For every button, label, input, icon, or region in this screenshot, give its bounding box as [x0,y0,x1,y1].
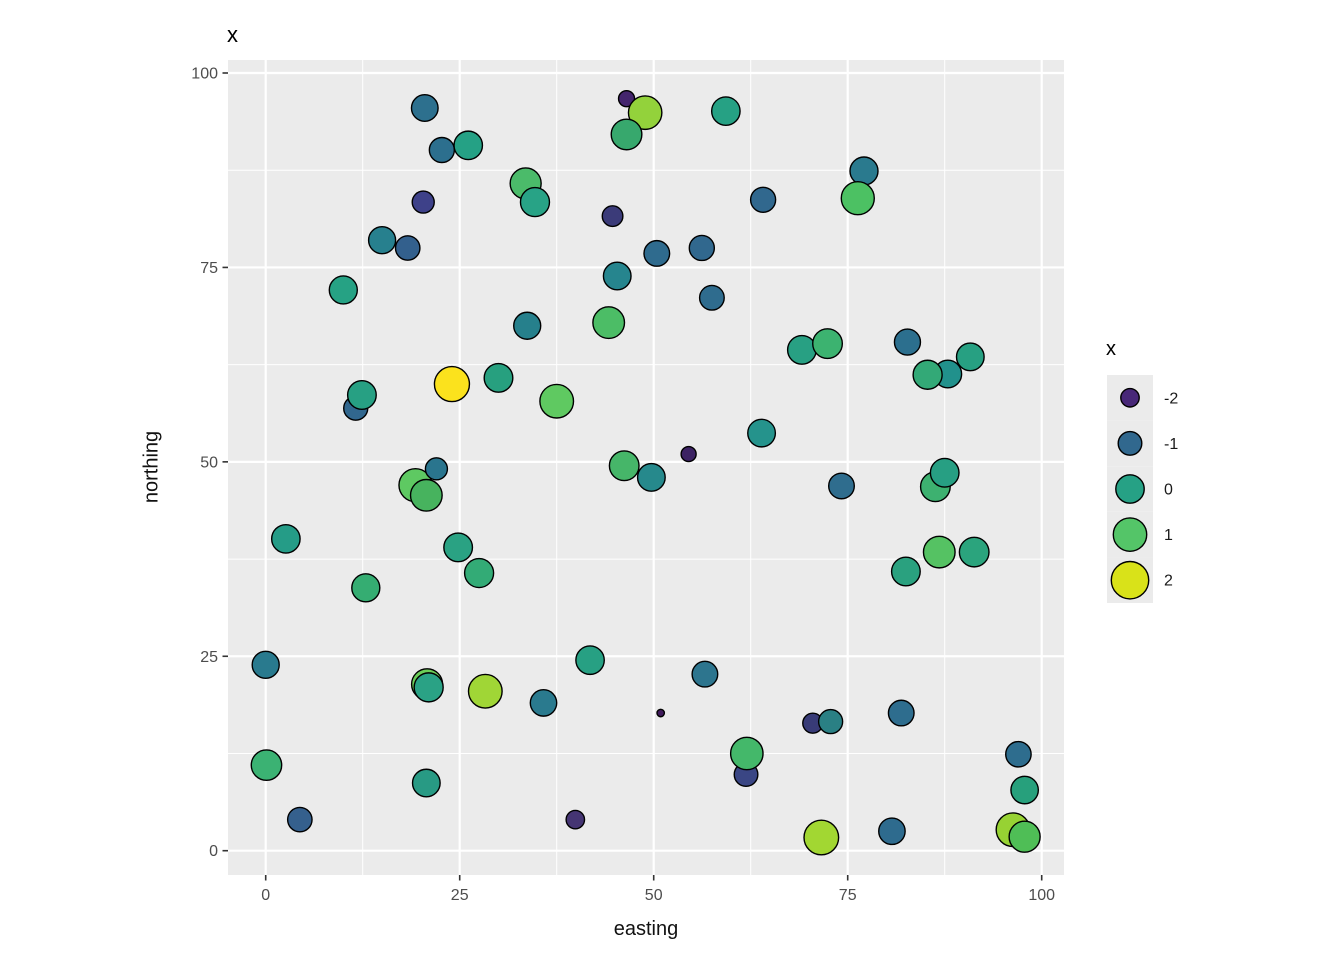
data-point [410,93,439,122]
x-tick-label: 50 [645,887,663,904]
data-point [610,118,643,151]
legend-key-label: 1 [1164,527,1173,544]
y-tick-label: 25 [200,649,218,666]
data-point [840,181,875,216]
data-point [958,536,990,568]
data-point [887,699,915,727]
data-point [749,186,777,213]
x-axis-title: easting [613,918,679,940]
data-point [890,556,921,587]
data-point [424,457,449,481]
data-point [453,130,484,161]
data-point [394,235,421,261]
data-point [433,365,471,403]
data-point [812,328,844,360]
data-point [893,328,922,356]
data-point [328,275,358,305]
data-point [656,708,666,718]
data-point [411,190,435,214]
y-tick-label: 0 [209,843,218,860]
data-point [680,445,697,463]
data-point [1010,775,1040,805]
data-point [351,573,381,603]
data-point [688,234,716,262]
data-point [912,359,943,390]
data-point [1008,820,1041,853]
data-point [922,535,956,569]
data-point [409,478,443,512]
data-point [827,472,855,500]
data-point [729,736,764,771]
data-point [747,418,777,448]
data-point [929,457,960,488]
data-point [413,672,444,703]
data-point [519,186,551,218]
data-point [1005,740,1032,768]
x-tick-label: 0 [261,887,270,904]
data-point [539,383,575,419]
legend-key-point [1110,560,1150,600]
data-point [250,749,283,782]
data-point [270,523,301,554]
data-point [251,650,280,680]
x-tick-label: 25 [451,887,469,904]
data-point [286,806,313,833]
legend-key-point [1115,474,1145,504]
data-point [346,379,377,410]
data-point [467,673,503,709]
data-point [817,708,844,735]
data-point [698,284,725,311]
legend-key-label: -1 [1164,436,1178,453]
x-tick-label: 100 [1028,887,1055,904]
data-point [803,819,840,856]
data-point [617,89,636,108]
data-point [643,239,671,267]
data-point [627,95,663,131]
legend-key-label: 0 [1164,482,1173,499]
data-point [463,557,495,589]
data-point [636,462,666,492]
legend-key-point [1112,517,1148,552]
data-point [601,205,624,228]
plot-title: x [227,22,238,47]
data-point [565,809,586,830]
y-tick-label: 75 [200,260,218,277]
legend-key-label: -2 [1164,390,1178,407]
data-point [575,645,605,676]
x-tick-label: 75 [839,887,857,904]
legend-key-point [1117,430,1143,456]
data-point [513,311,542,340]
legend-key-label: 2 [1164,573,1173,590]
data-point [849,156,879,186]
data-point [955,342,985,372]
data-point [878,817,906,846]
y-tick-label: 50 [200,454,218,471]
data-point [367,226,397,255]
legend-title: x [1106,338,1116,360]
data-point [443,532,474,563]
data-point [710,96,741,127]
data-point [483,362,514,393]
data-point [411,768,441,798]
data-point [786,334,817,365]
data-point [602,261,632,291]
data-point [529,689,558,717]
y-tick-label: 100 [191,66,218,83]
y-axis-title: northing [140,430,163,504]
data-point [428,136,456,164]
data-point [592,306,626,340]
legend-key-point [1120,387,1140,408]
data-point [608,450,640,482]
data-point [691,660,719,688]
